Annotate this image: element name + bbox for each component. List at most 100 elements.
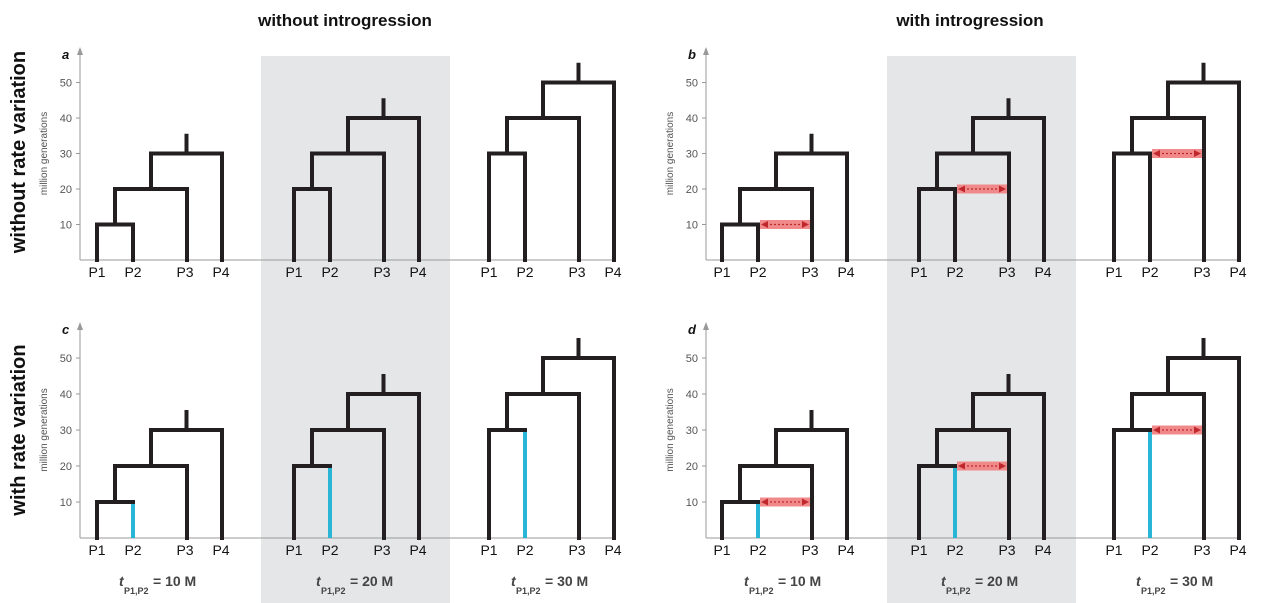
caption-value: = 10 M [778, 573, 821, 589]
tip-label-p2: P2 [1141, 542, 1158, 558]
tip-label-p2: P2 [516, 542, 533, 558]
tree-2: P1 P2 P3 P4 [910, 374, 1052, 558]
tree-2: P1 P2 P3 P4 [910, 98, 1052, 280]
caption-main: t [119, 573, 125, 589]
caption-value: = 10 M [153, 573, 196, 589]
y-tick-label-40: 40 [60, 389, 72, 401]
y-axis-label: million generations [39, 388, 50, 471]
row-header-with-rate-variation: with rate variation [8, 344, 30, 516]
tip-label-p3: P3 [801, 542, 818, 558]
tip-label-p2: P2 [516, 264, 533, 280]
tip-label-p3: P3 [373, 264, 390, 280]
caption-sub: P1,P2 [946, 586, 971, 596]
introgression-arrow-head-right [999, 185, 1006, 193]
caption-sub: P1,P2 [516, 586, 541, 596]
tip-label-p2: P2 [749, 264, 766, 280]
tip-label-p4: P4 [212, 542, 229, 558]
caption-main: t [316, 573, 322, 589]
caption-sub: P1,P2 [749, 586, 774, 596]
caption-2-2: tP1,P2 = 20 M [941, 573, 1018, 596]
tip-label-p3: P3 [998, 264, 1015, 280]
tip-label-p1: P1 [480, 264, 497, 280]
y-tick-label-20: 20 [60, 461, 72, 473]
caption-value: = 20 M [350, 573, 393, 589]
y-tick-label-20: 20 [686, 461, 698, 473]
caption-2-1: tP1,P2 = 10 M [744, 573, 821, 596]
y-tick-label-30: 30 [60, 149, 72, 161]
tip-label-p3: P3 [176, 542, 193, 558]
caption-value: = 30 M [1170, 573, 1213, 589]
tree-1: P1 P2 P3 P4 [88, 133, 230, 280]
introgression-band [1152, 149, 1202, 158]
caption-value: = 30 M [545, 573, 588, 589]
panel-label: a [62, 47, 69, 62]
tip-label-p3: P3 [568, 542, 585, 558]
y-axis-arrow [703, 322, 709, 330]
tip-label-p2: P2 [749, 542, 766, 558]
introgression-band [957, 184, 1007, 194]
introgression-arrow-head-left [1153, 150, 1160, 157]
introgression-arrow-head-left [761, 221, 768, 228]
tree-3: P1 P2 P3 P4 [480, 338, 622, 558]
tip-label-p4: P4 [837, 542, 854, 558]
tip-label-p4: P4 [1034, 542, 1051, 558]
introgression-arrow-head-right [802, 498, 809, 506]
tip-label-p1: P1 [88, 264, 105, 280]
y-tick-label-20: 20 [686, 184, 698, 196]
tip-label-p4: P4 [837, 264, 854, 280]
tip-label-p4: P4 [1229, 542, 1246, 558]
tip-label-p4: P4 [604, 264, 621, 280]
caption-main: t [511, 573, 517, 589]
introgression-band [957, 461, 1007, 471]
introgression-arrow-head-right [802, 221, 809, 228]
y-tick-label-40: 40 [686, 113, 698, 125]
y-tick-label-50: 50 [686, 78, 698, 90]
tip-label-p3: P3 [998, 542, 1015, 558]
introgression-band [1152, 425, 1202, 435]
y-tick-label-10: 10 [686, 220, 698, 232]
caption-1-2: tP1,P2 = 20 M [316, 573, 393, 596]
tree-1: P1 P2 P3 P4 [713, 133, 855, 280]
caption-main: t [1136, 573, 1142, 589]
introgression-arrow-head-left [761, 498, 768, 506]
tip-label-p3: P3 [568, 264, 585, 280]
tip-label-p4: P4 [1034, 264, 1051, 280]
tip-label-p1: P1 [88, 542, 105, 558]
tip-label-p3: P3 [1193, 264, 1210, 280]
tree-3: P1 P2 P3 P4 [480, 62, 622, 280]
tip-label-p2: P2 [321, 264, 338, 280]
introgression-arrow-head-right [1194, 150, 1201, 157]
tip-label-p1: P1 [480, 542, 497, 558]
caption-1-3: tP1,P2 = 30 M [511, 573, 588, 596]
panel-layer: a 10 20 30 40 50 million generations P1 P2 P3 P4 P1… [39, 47, 1247, 558]
tip-label-p2: P2 [321, 542, 338, 558]
caption-1-1: tP1,P2 = 10 M [119, 573, 196, 596]
y-tick-label-50: 50 [60, 353, 72, 365]
tip-label-p4: P4 [604, 542, 621, 558]
y-axis-arrow [77, 47, 83, 55]
caption-sub: P1,P2 [321, 586, 346, 596]
shade-band-right [887, 56, 1076, 603]
panel-label: b [688, 47, 696, 62]
caption-main: t [941, 573, 947, 589]
y-tick-label-30: 30 [686, 149, 698, 161]
y-tick-label-50: 50 [686, 353, 698, 365]
y-axis-label: million generations [665, 112, 676, 195]
y-tick-label-10: 10 [60, 220, 72, 232]
tip-label-p2: P2 [124, 264, 141, 280]
tip-label-p1: P1 [285, 264, 302, 280]
y-axis-label: million generations [665, 388, 676, 471]
introgression-band [760, 220, 810, 229]
tip-label-p3: P3 [176, 264, 193, 280]
caption-value: = 20 M [975, 573, 1018, 589]
caption-sub: P1,P2 [124, 586, 149, 596]
column-header-with-introgression: with introgression [895, 11, 1043, 30]
caption-main: t [744, 573, 750, 589]
panel-label: d [688, 322, 697, 337]
